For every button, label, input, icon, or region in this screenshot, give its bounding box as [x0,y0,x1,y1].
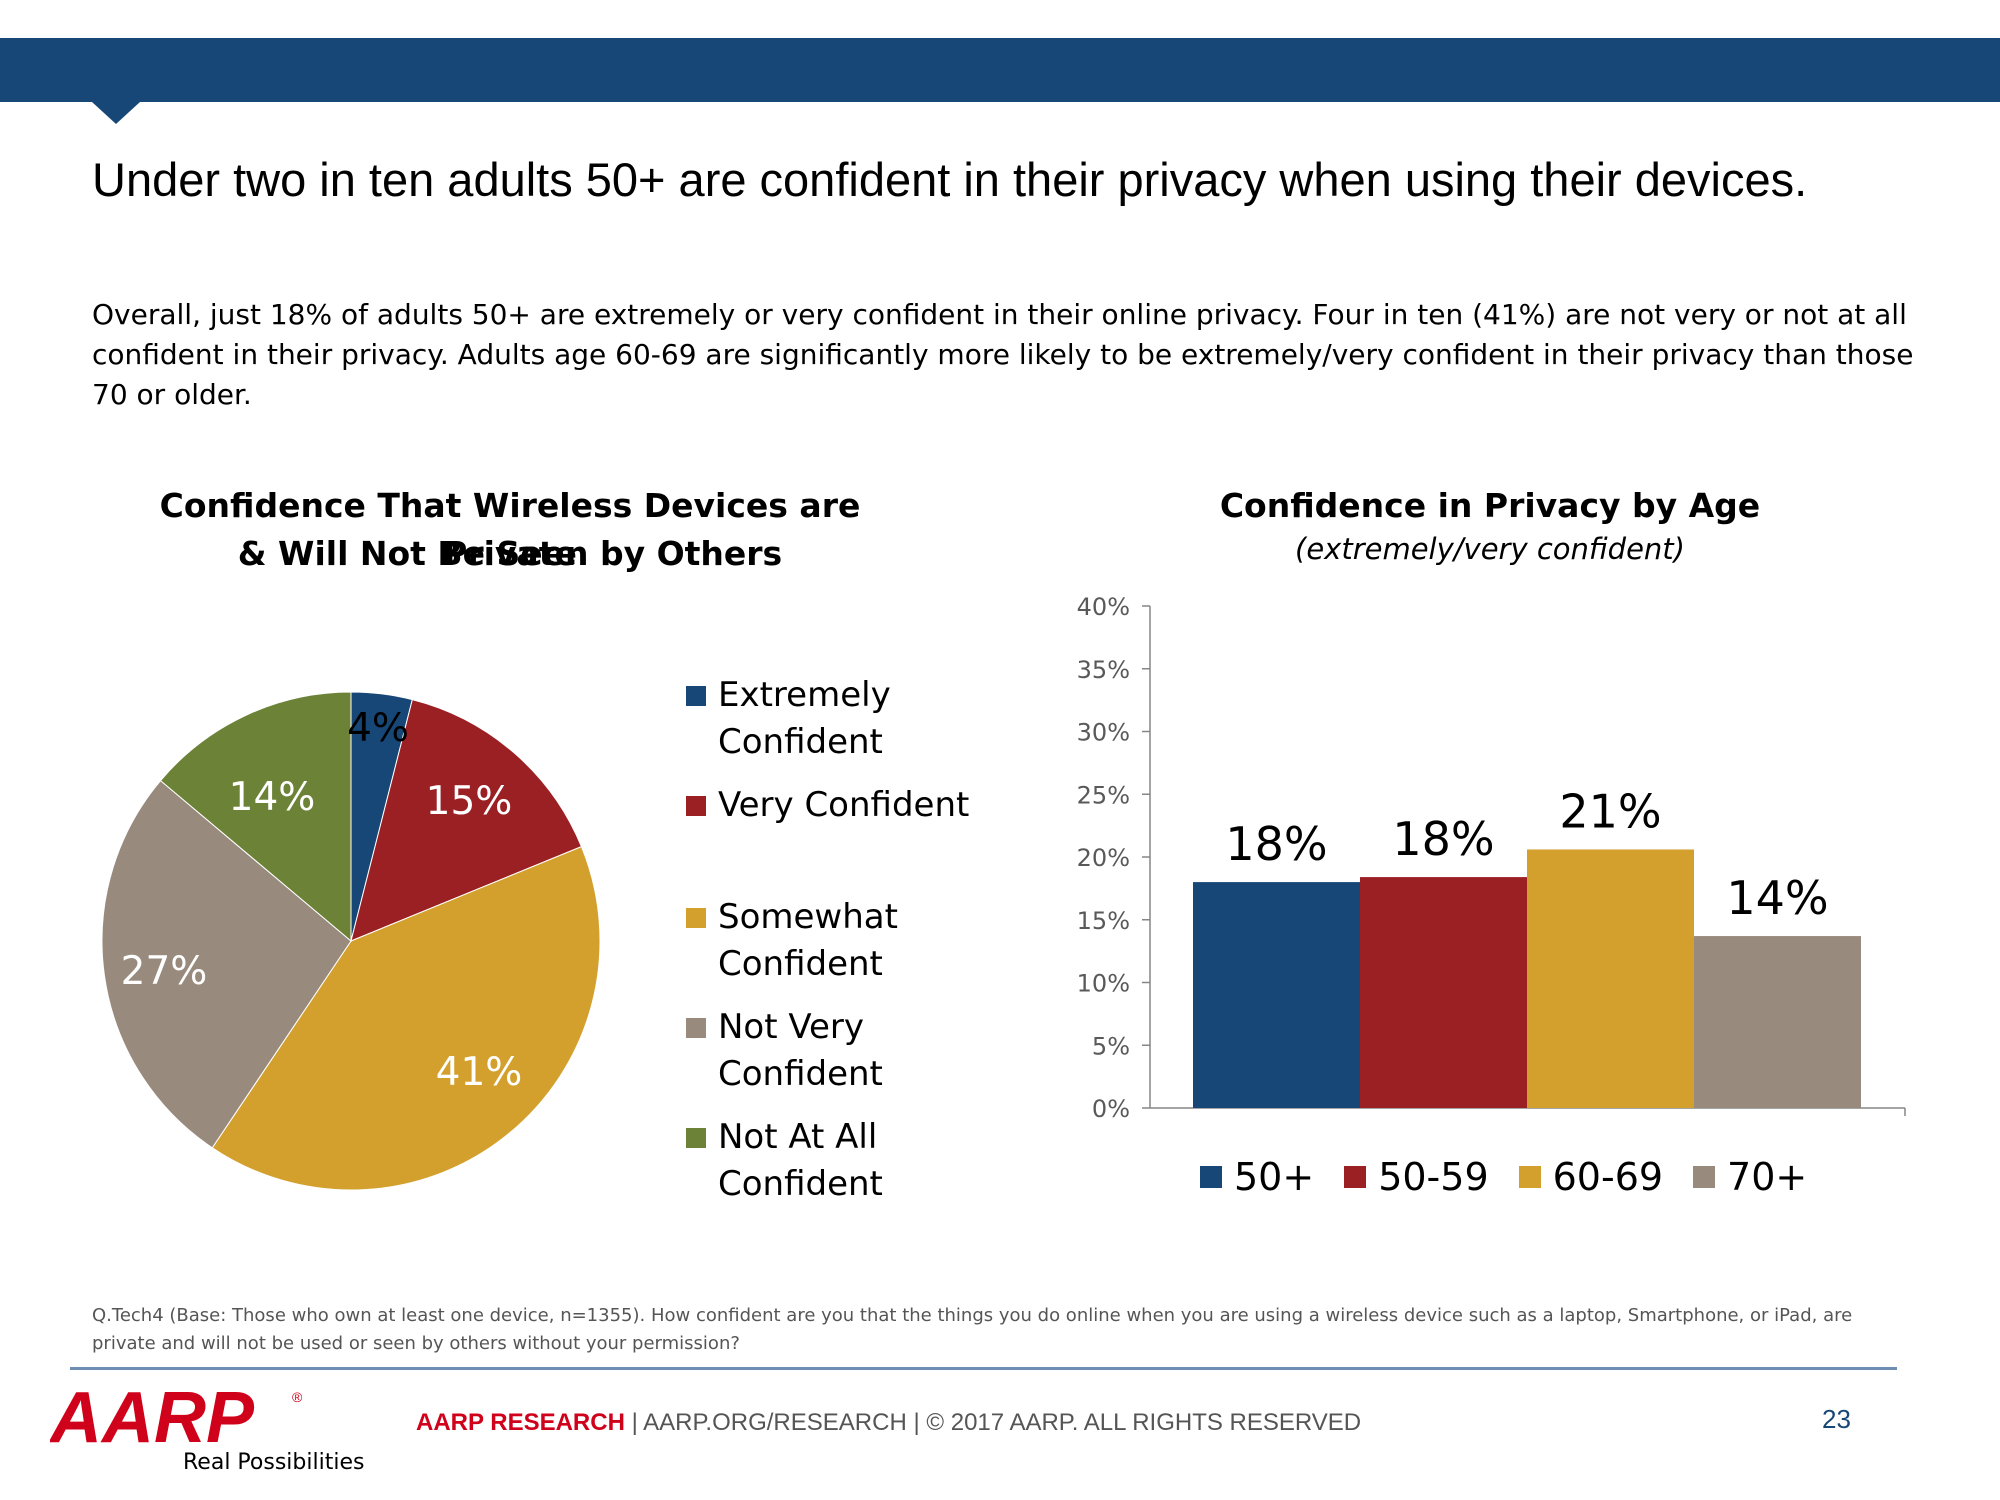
header-bar [0,38,2000,102]
bar-data-label: 18% [1392,812,1494,866]
footer-brand: AARP RESEARCH [416,1409,625,1436]
slide-headline: Under two in ten adults 50+ are confiden… [92,153,1808,206]
legend-swatch [686,1128,706,1148]
pie-slice-somewhat-confident [211,845,601,1191]
legend-swatch [686,1018,706,1038]
bar-chart: 0% 5% 10% 15% 20% 25% 30% 35% 40% 18% 18% 21% 14% [1077,593,1906,1123]
bar-50+ [1193,882,1360,1108]
bar-70+ [1694,936,1861,1108]
legend-swatch [1693,1166,1716,1188]
legend-label: Extremely Confident [718,675,891,762]
bar-legend: 50+ 50-59 60-69 70+ [1200,1155,1837,1199]
bar-data-label: 18% [1225,817,1327,871]
y-tick-label: 35% [1077,656,1130,684]
legend-swatch [1200,1166,1222,1188]
logo-tagline: Real Possibilities [183,1450,365,1475]
bar-legend-item-60-69: 60-69 [1518,1155,1664,1199]
bar-legend-item-50-59: 50-59 [1344,1155,1489,1199]
pie-chart-title-line1: Confidence That Wireless Devices are Pri… [159,486,861,573]
legend-swatch [686,796,706,816]
pie-slice-not-very-confident [101,779,352,1149]
footnote: Q.Tech4 (Base: Those who own at least on… [92,1305,1853,1354]
y-tick-label: 10% [1077,970,1130,998]
pie-slice-very-confident [350,699,583,942]
aarp-logo: AARP ® [50,1380,303,1458]
legend-label: 70+ [1727,1155,1808,1199]
legend-swatch [1518,1166,1541,1188]
bar-legend-item-70plus: 70+ [1693,1155,1807,1199]
legend-label: 50+ [1234,1155,1315,1199]
legend-label: Not At All Confident [718,1117,883,1204]
y-tick-label: 20% [1077,844,1130,872]
y-tick-label: 30% [1077,719,1130,747]
footer-divider [70,1367,1897,1370]
pie-data-label: 15% [426,779,513,824]
legend-swatch [686,686,706,706]
bar-data-label: 21% [1559,784,1661,838]
y-tick-label: 40% [1077,593,1130,621]
legend-label: 50-59 [1378,1155,1489,1199]
legend-label: Not Very Confident [718,1007,883,1094]
logo-wordmark: AARP [50,1380,255,1458]
pie-chart-title-line2: & Will Not Be Seen by Others [237,534,783,573]
pie-data-label: 14% [229,775,316,820]
pie-data-label: 27% [121,949,208,994]
bar-chart-subtitle: (extremely/very confident) [1295,532,1685,566]
pie-data-label: 4% [347,706,409,751]
legend-swatch [1344,1166,1367,1188]
footer-credits: AARP RESEARCH | AARP.ORG/RESEARCH | © 20… [416,1409,1361,1437]
legend-label: Very Confident [718,785,970,825]
y-tick-label: 15% [1077,907,1130,935]
y-tick-label: 25% [1077,781,1130,809]
legend-swatch [686,908,706,928]
bar-data-label: 14% [1726,871,1828,925]
legend-label: 60-69 [1552,1155,1664,1199]
bar-legend-item-50plus: 50+ [1200,1155,1314,1199]
registered-mark: ® [292,1389,303,1405]
bar-chart-title: Confidence in Privacy by Age [1219,486,1761,525]
y-tick-label: 5% [1092,1032,1130,1060]
legend-label: Somewhat Confident [718,897,898,984]
bar-60-69 [1527,849,1694,1108]
page-number: 23 [1822,1404,1851,1434]
footer-rest: | AARP.ORG/RESEARCH | © 2017 AARP. ALL R… [624,1409,1362,1436]
pie-slice-not-at-all-confident [159,691,352,943]
y-tick-label: 0% [1092,1095,1130,1123]
header-notch [92,102,140,124]
pie-chart: 4% 15% 41% 27% 14% [101,691,601,1191]
slide-summary: Overall, just 18% of adults 50+ are extr… [92,298,1914,411]
pie-data-label: 41% [436,1050,523,1095]
bar-50-59 [1360,877,1527,1108]
